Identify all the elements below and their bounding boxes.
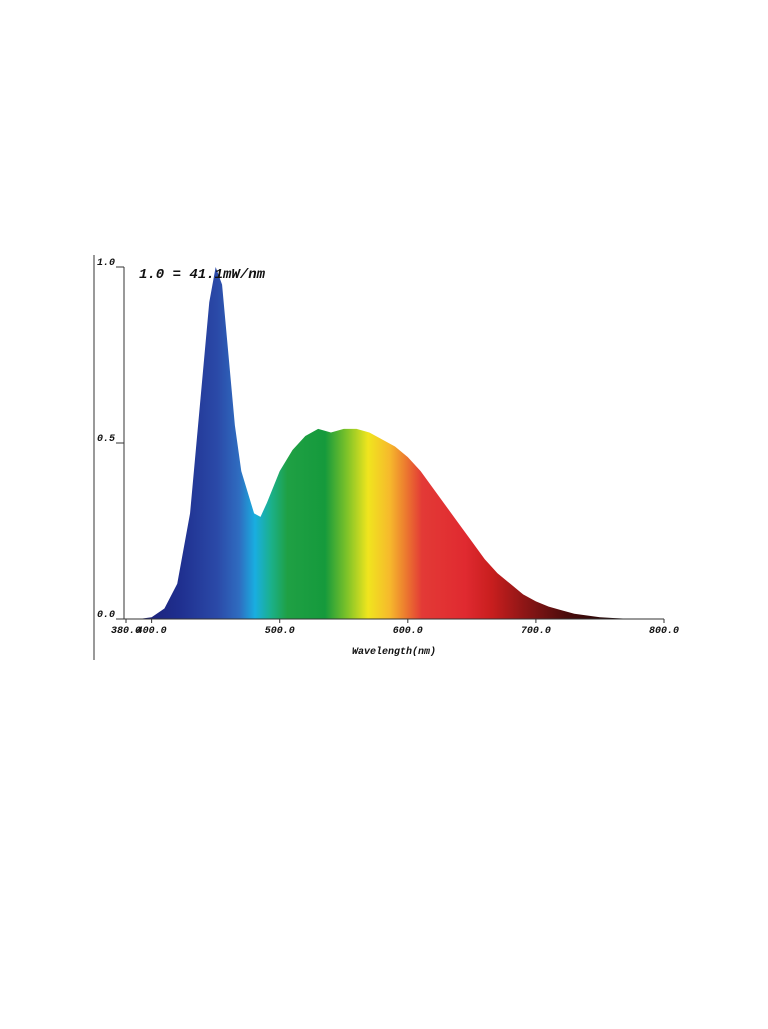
x-tick-label: 500.0: [265, 626, 295, 637]
annotation: 1.0 = 41.1mW/nm: [139, 267, 266, 283]
y-tick-label: 1.0: [97, 258, 115, 269]
x-tick-label: 700.0: [521, 626, 551, 637]
y-tick-label: 0.5: [97, 434, 115, 445]
x-tick-label: 800.0: [649, 626, 679, 637]
x-axis-label: Wavelength(nm): [352, 646, 436, 658]
x-tick-label: 600.0: [393, 626, 423, 637]
y-tick-label: 0.0: [97, 610, 115, 621]
spectrum-area: [126, 267, 639, 619]
x-tick-label: 400.0: [137, 626, 167, 637]
x-tick-label: 380.0: [111, 626, 141, 637]
